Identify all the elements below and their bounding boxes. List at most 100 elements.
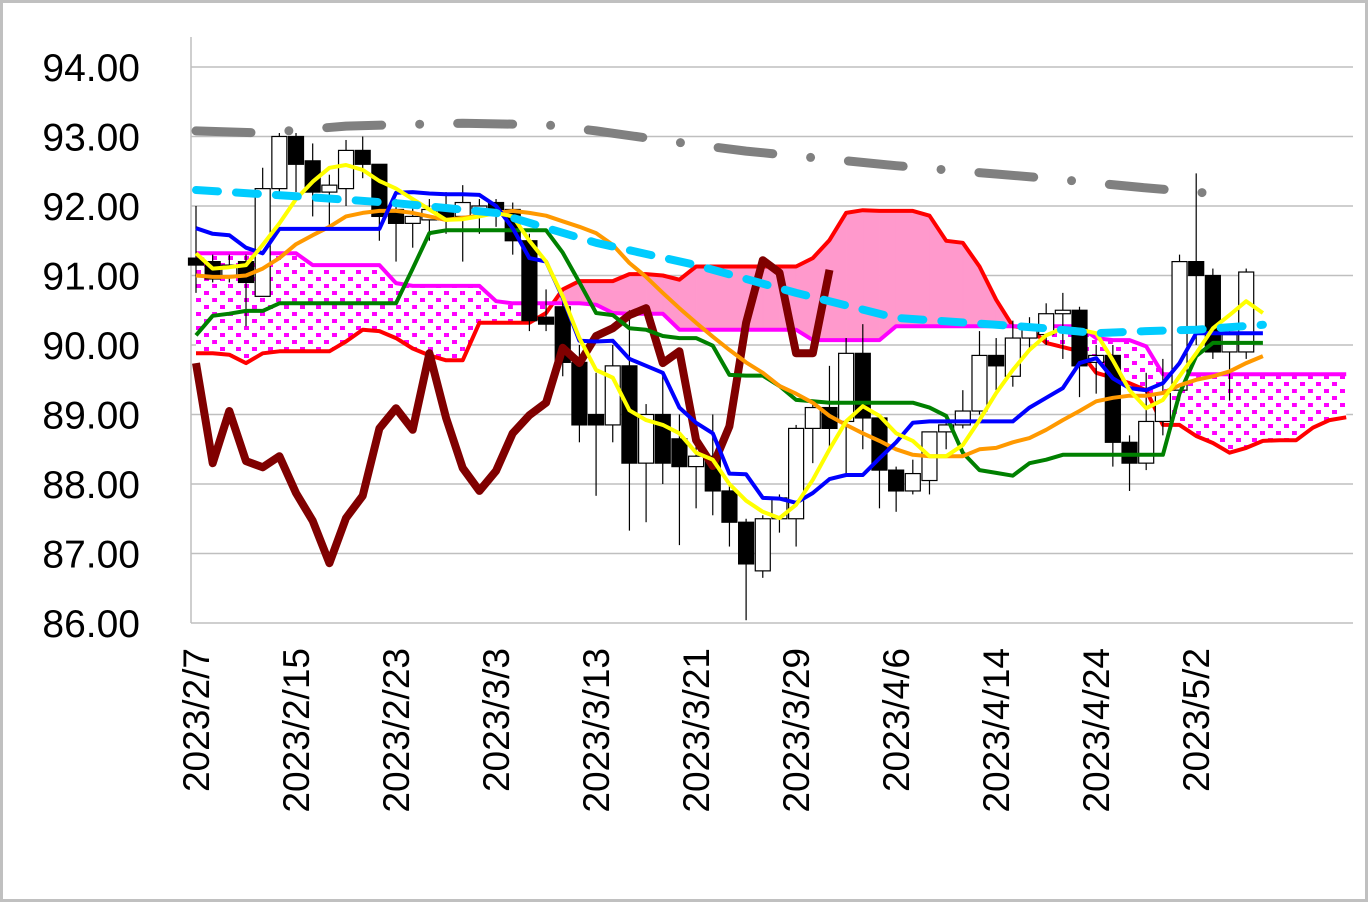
x-tick-label: 2023/5/2 <box>1176 648 1217 792</box>
candle-body-up <box>804 406 821 429</box>
candle <box>1071 306 1088 398</box>
x-tick-label: 2023/2/15 <box>276 648 317 813</box>
cloud-bearish-segment <box>429 285 447 361</box>
ichimoku-chart: 86.00 87.00 88.00 89.00 90.00 91.00 92.00 93.00… <box>42 37 1353 813</box>
candle-body-up <box>1054 309 1071 315</box>
cloud-bearish-segment <box>496 301 513 323</box>
candle-body-down <box>1121 441 1138 464</box>
candle-body-down <box>587 413 605 426</box>
cloud-bearish-segment <box>1129 340 1147 391</box>
indicator-lines-top <box>192 163 1267 568</box>
y-tick-label: 87.00 <box>42 534 140 577</box>
cloud-bearish-segment <box>462 285 480 361</box>
cloud-bearish-segment <box>1329 374 1347 421</box>
x-tick-label: 2023/3/3 <box>476 648 517 792</box>
candle <box>287 133 305 193</box>
candle <box>354 136 371 179</box>
cloud-bearish-segment <box>312 265 330 352</box>
y-tick-label: 92.00 <box>42 186 140 229</box>
cloud-bearish-segment <box>1196 374 1213 443</box>
candle-body-up <box>271 135 288 190</box>
candle-body-down <box>738 521 755 565</box>
candle <box>788 424 805 547</box>
x-axis-labels: 2023/2/7 2023/2/15 2023/2/23 2023/3/3 2023/3… <box>176 648 1217 813</box>
y-tick-label: 86.00 <box>42 603 140 646</box>
candle <box>971 331 988 415</box>
x-tick-label: 2023/2/7 <box>176 648 217 792</box>
candle-body-down <box>371 163 388 218</box>
y-tick-label: 90.00 <box>42 325 140 368</box>
y-tick-label: 88.00 <box>42 464 140 507</box>
cloud-bullish-segment <box>895 210 914 327</box>
candle <box>254 167 271 297</box>
gray-dash-dot-line <box>191 118 1234 200</box>
cloud-bearish-segment <box>1262 374 1280 441</box>
candle <box>888 466 905 512</box>
candle-body-down <box>354 149 371 165</box>
candle-body-down <box>1188 261 1205 277</box>
candle <box>921 431 938 495</box>
candle-body-up <box>404 215 421 224</box>
cloud-bearish-segment <box>1229 374 1247 453</box>
cloud-bearish-segment <box>396 283 413 349</box>
cloud-bearish-segment <box>479 285 497 323</box>
candle <box>1054 292 1071 359</box>
cloud-bullish-segment <box>912 210 930 327</box>
cloud-bearish-segment <box>412 285 430 356</box>
cloud-bullish-segment <box>862 209 880 341</box>
cloud-bearish-segment <box>362 265 380 332</box>
cloud-bullish-segment <box>879 210 897 341</box>
x-tick-label: 2023/3/29 <box>776 648 817 813</box>
candle <box>721 484 738 547</box>
candle <box>537 289 555 332</box>
cloud-bearish-segment <box>1246 374 1263 448</box>
candle <box>1238 268 1255 359</box>
candle <box>637 404 655 523</box>
candle <box>1188 173 1205 345</box>
cloud-bullish-segment <box>929 214 947 327</box>
candle-body-up <box>637 413 655 464</box>
x-tick-label: 2023/2/23 <box>376 648 417 813</box>
candle-body-up <box>1138 420 1155 464</box>
candle <box>804 404 821 464</box>
candle-body-down <box>537 316 555 325</box>
candle <box>904 459 921 495</box>
blue-line <box>195 190 1263 505</box>
cloud-bearish-segment <box>1296 374 1313 441</box>
cloud-bullish-segment <box>845 209 864 341</box>
cloud-bearish-segment <box>329 265 347 352</box>
candle <box>738 518 755 621</box>
cloud-bullish-segment <box>695 266 714 330</box>
candle-body-up <box>321 184 338 193</box>
cyan-dashed-line <box>192 186 1267 338</box>
candle <box>754 515 771 578</box>
y-axis-labels: 86.00 87.00 88.00 89.00 90.00 91.00 92.00 93.00… <box>42 47 140 646</box>
cloud-bullish-segment <box>795 257 814 341</box>
candle-body-down <box>888 469 905 492</box>
y-tick-label: 89.00 <box>42 395 140 438</box>
cloud-bearish-segment <box>1279 374 1297 441</box>
candle-body-up <box>754 518 771 572</box>
candle <box>604 345 621 443</box>
x-tick-label: 2023/4/14 <box>976 648 1017 813</box>
y-tick-label: 91.00 <box>42 256 140 299</box>
candle-body-up <box>1238 271 1255 353</box>
orange-line <box>195 208 1264 459</box>
candle-body-up <box>838 352 855 423</box>
candle-body-down <box>988 354 1005 367</box>
candle-body-down <box>671 438 688 468</box>
x-tick-label: 2023/3/21 <box>676 648 717 813</box>
candle-body-up <box>971 354 988 412</box>
candle-body-up <box>337 149 355 190</box>
candle <box>587 372 605 496</box>
candle <box>1121 435 1138 491</box>
cloud-bearish-segment <box>1212 374 1230 453</box>
cloud-bearish-segment <box>446 285 463 361</box>
candle-body-down <box>1071 309 1088 367</box>
candle-body-up <box>687 455 705 468</box>
candle <box>838 338 855 478</box>
y-tick-label: 94.00 <box>42 47 140 90</box>
candle-body-down <box>721 490 738 523</box>
cloud-bearish-segment <box>1312 374 1330 428</box>
